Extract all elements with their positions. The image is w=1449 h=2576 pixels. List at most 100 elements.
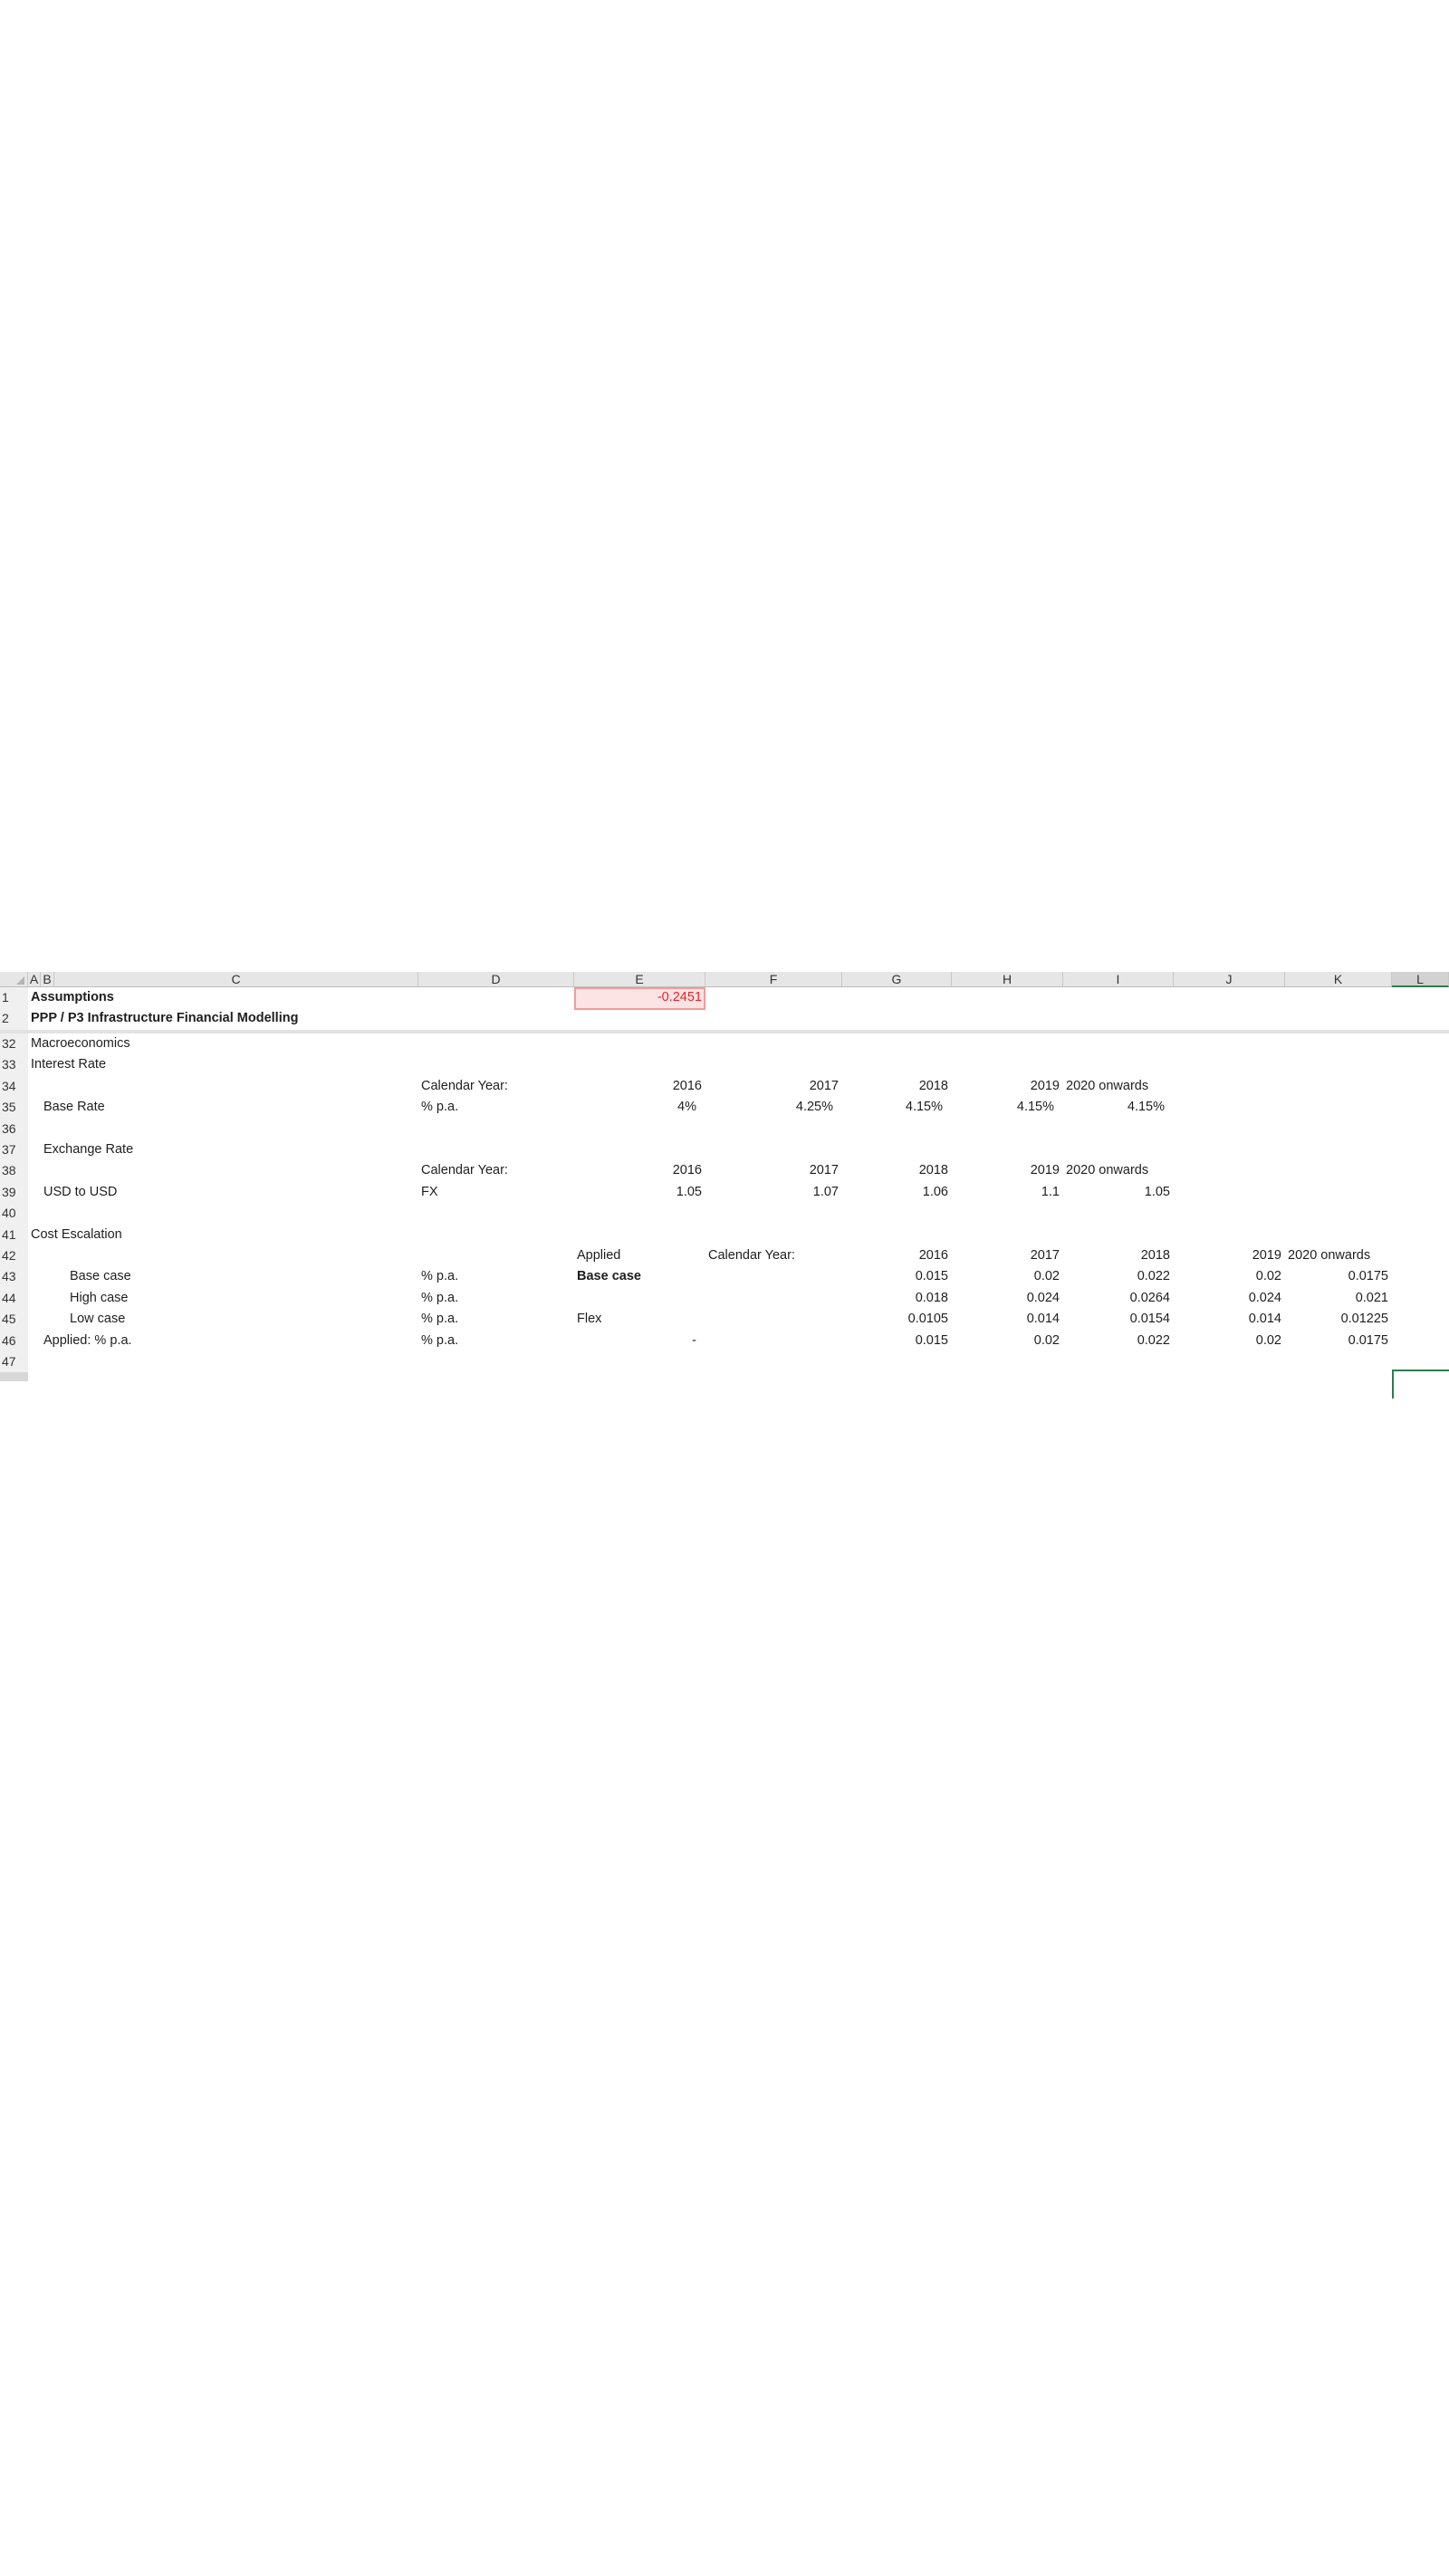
cell-b39[interactable]: USD to USD <box>43 1184 118 1199</box>
cell-i34[interactable]: 2020 onwards <box>1066 1078 1149 1093</box>
cell-b35[interactable]: Base Rate <box>43 1100 105 1115</box>
column-header-f[interactable]: F <box>705 972 842 987</box>
cell-e35[interactable]: 4% <box>677 1100 696 1115</box>
column-header-l[interactable]: L <box>1392 972 1449 987</box>
column-header-k[interactable]: K <box>1285 972 1392 987</box>
row-number[interactable]: 32 <box>0 1033 28 1055</box>
column-header-h[interactable]: H <box>952 972 1063 987</box>
cell-a33[interactable]: Interest Rate <box>31 1057 107 1072</box>
cell-i46[interactable]: 0.022 <box>1137 1332 1170 1348</box>
row-number[interactable]: 47 <box>0 1351 28 1373</box>
cell-a1[interactable]: Assumptions <box>31 990 114 1004</box>
cell-e43[interactable]: Base case <box>577 1269 641 1284</box>
cell-h34[interactable]: 2019 <box>1030 1078 1060 1093</box>
cell-e39[interactable]: 1.05 <box>676 1184 702 1199</box>
cell-d44[interactable]: % p.a. <box>421 1290 459 1305</box>
cell-a2[interactable]: PPP / P3 Infrastructure Financial Modell… <box>31 1011 299 1026</box>
row-number[interactable]: 34 <box>0 1075 28 1098</box>
row-number[interactable]: 35 <box>0 1097 28 1119</box>
cell-j46[interactable]: 0.02 <box>1255 1332 1281 1348</box>
cell-g42[interactable]: 2016 <box>918 1248 948 1263</box>
cell-h38[interactable]: 2019 <box>1030 1163 1060 1178</box>
column-header-a[interactable]: A <box>28 972 41 987</box>
cell-b46[interactable]: Applied: % p.a. <box>43 1332 132 1348</box>
cell-e1[interactable]: -0.2451 <box>657 990 702 1004</box>
cell-g38[interactable]: 2018 <box>918 1163 948 1178</box>
cell-i39[interactable]: 1.05 <box>1144 1184 1170 1199</box>
cell-f35[interactable]: 4.25% <box>795 1100 833 1115</box>
row-number[interactable]: 36 <box>0 1118 28 1139</box>
cell-g43[interactable]: 0.015 <box>915 1269 948 1284</box>
cell-f42[interactable]: Calendar Year: <box>708 1248 795 1263</box>
cell-h45[interactable]: 0.014 <box>1026 1312 1060 1327</box>
cell-d45[interactable]: % p.a. <box>421 1312 459 1327</box>
cell-j45[interactable]: 0.014 <box>1248 1312 1281 1327</box>
row-number[interactable]: 2 <box>0 1008 28 1030</box>
cell-g34[interactable]: 2018 <box>918 1078 948 1093</box>
row-number[interactable]: 41 <box>0 1224 28 1245</box>
cell-g44[interactable]: 0.018 <box>915 1290 948 1305</box>
cell-h35[interactable]: 4.15% <box>1016 1100 1054 1115</box>
column-header-j[interactable]: J <box>1174 972 1285 987</box>
cell-d35[interactable]: % p.a. <box>421 1100 459 1115</box>
cell-j44[interactable]: 0.024 <box>1248 1290 1281 1305</box>
cell-k43[interactable]: 0.0175 <box>1348 1269 1388 1284</box>
cell-d38[interactable]: Calendar Year: <box>421 1163 508 1178</box>
cell-a41[interactable]: Cost Escalation <box>31 1226 122 1242</box>
cell-h43[interactable]: 0.02 <box>1033 1269 1060 1284</box>
cell-f39[interactable]: 1.07 <box>812 1184 839 1199</box>
row-number[interactable]: 46 <box>0 1330 28 1351</box>
cell-h44[interactable]: 0.024 <box>1026 1290 1060 1305</box>
cell-k45[interactable]: 0.01225 <box>1340 1312 1388 1327</box>
highlighted-cell-e1[interactable] <box>574 987 705 1010</box>
cell-c43[interactable]: Base case <box>70 1269 131 1284</box>
cell-e38[interactable]: 2016 <box>672 1163 702 1178</box>
column-header-i[interactable]: I <box>1063 972 1174 987</box>
cell-g45[interactable]: 0.0105 <box>907 1312 948 1327</box>
cell-f38[interactable]: 2017 <box>809 1163 839 1178</box>
row-number[interactable]: 1 <box>0 987 28 1009</box>
cell-a32[interactable]: Macroeconomics <box>31 1036 130 1051</box>
row-number[interactable]: 37 <box>0 1139 28 1161</box>
cell-h46[interactable]: 0.02 <box>1033 1332 1060 1348</box>
cell-d46[interactable]: % p.a. <box>421 1332 459 1348</box>
cell-i43[interactable]: 0.022 <box>1137 1269 1170 1284</box>
selected-cell-l47[interactable] <box>1392 1370 1449 1399</box>
cell-e45[interactable]: Flex <box>577 1312 602 1327</box>
cell-i44[interactable]: 0.0264 <box>1129 1290 1170 1305</box>
row-number[interactable]: 40 <box>0 1203 28 1225</box>
cell-j42[interactable]: 2019 <box>1252 1248 1281 1263</box>
cell-f34[interactable]: 2017 <box>809 1078 839 1093</box>
row-number[interactable]: 42 <box>0 1245 28 1267</box>
cell-k44[interactable]: 0.021 <box>1355 1290 1388 1305</box>
column-header-d[interactable]: D <box>418 972 574 987</box>
cell-b37[interactable]: Exchange Rate <box>43 1142 134 1157</box>
cell-h39[interactable]: 1.1 <box>1041 1184 1060 1199</box>
cell-h42[interactable]: 2017 <box>1030 1248 1060 1263</box>
cell-d39[interactable]: FX <box>421 1184 438 1199</box>
column-header-g[interactable]: G <box>842 972 952 987</box>
cell-e46[interactable]: - <box>692 1332 696 1348</box>
cell-i35[interactable]: 4.15% <box>1127 1100 1165 1115</box>
row-number[interactable]: 45 <box>0 1309 28 1331</box>
row-number[interactable]: 44 <box>0 1287 28 1310</box>
cell-g35[interactable]: 4.15% <box>905 1100 943 1115</box>
cell-g39[interactable]: 1.06 <box>922 1184 948 1199</box>
column-header-b[interactable]: B <box>41 972 54 987</box>
cell-i42[interactable]: 2018 <box>1140 1248 1170 1263</box>
cell-g46[interactable]: 0.015 <box>915 1332 948 1348</box>
cell-k42[interactable]: 2020 onwards <box>1288 1248 1371 1263</box>
cell-c44[interactable]: High case <box>70 1290 129 1305</box>
cell-k46[interactable]: 0.0175 <box>1348 1332 1388 1348</box>
cell-e34[interactable]: 2016 <box>672 1078 702 1093</box>
cell-d34[interactable]: Calendar Year: <box>421 1078 508 1093</box>
cell-i45[interactable]: 0.0154 <box>1129 1312 1170 1327</box>
column-header-e[interactable]: E <box>574 972 705 987</box>
cell-j43[interactable]: 0.02 <box>1255 1269 1281 1284</box>
row-number[interactable]: 38 <box>0 1160 28 1182</box>
cell-i38[interactable]: 2020 onwards <box>1066 1163 1149 1178</box>
cell-d43[interactable]: % p.a. <box>421 1269 459 1284</box>
row-number[interactable]: 43 <box>0 1266 28 1288</box>
cell-c45[interactable]: Low case <box>70 1312 126 1327</box>
